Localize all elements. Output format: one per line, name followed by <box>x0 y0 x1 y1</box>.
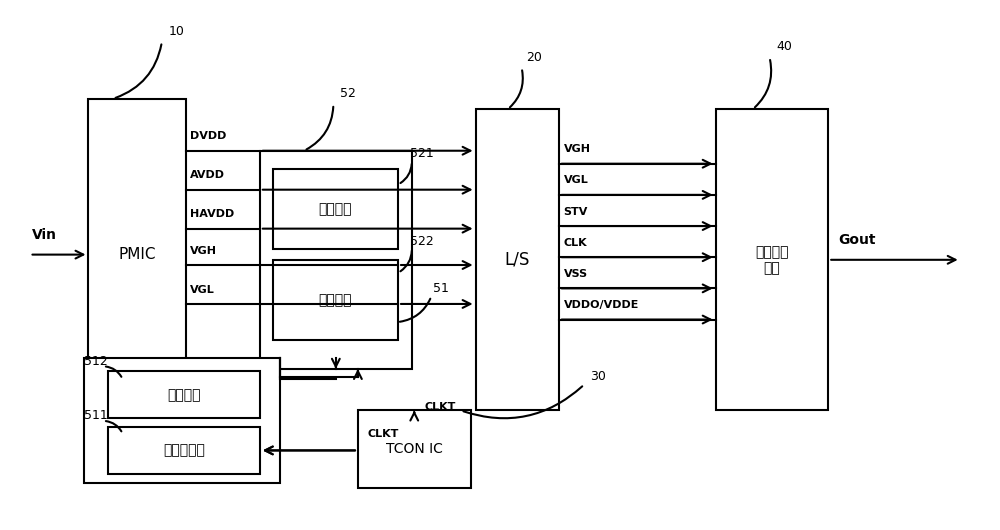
Text: PMIC: PMIC <box>119 247 156 262</box>
Text: 第二开关: 第二开关 <box>319 293 352 307</box>
Text: CLKT: CLKT <box>368 429 399 439</box>
Text: 522: 522 <box>410 235 433 248</box>
Text: AVDD: AVDD <box>190 170 225 180</box>
Bar <box>108 372 260 418</box>
Text: HAVDD: HAVDD <box>190 209 235 219</box>
Text: 40: 40 <box>776 40 792 54</box>
Text: VGH: VGH <box>564 144 591 154</box>
Text: 51: 51 <box>433 282 449 295</box>
Text: VGH: VGH <box>190 245 217 255</box>
Bar <box>476 109 559 410</box>
Text: 10: 10 <box>169 25 185 38</box>
Bar <box>108 427 260 474</box>
Text: DVDD: DVDD <box>190 131 227 142</box>
Bar <box>273 169 398 250</box>
Text: Vin: Vin <box>32 228 57 242</box>
Text: 512: 512 <box>84 355 108 368</box>
Text: 20: 20 <box>526 51 542 64</box>
Text: Gout: Gout <box>838 233 876 247</box>
Text: 511: 511 <box>84 409 108 422</box>
Text: 第一开关: 第一开关 <box>319 202 352 216</box>
Text: CLKT: CLKT <box>424 402 455 412</box>
Bar <box>260 151 412 369</box>
Text: TCON IC: TCON IC <box>386 443 443 456</box>
Text: 30: 30 <box>590 370 606 383</box>
Text: VGL: VGL <box>564 175 588 186</box>
Bar <box>88 99 186 410</box>
Text: 处理器件: 处理器件 <box>167 388 201 402</box>
Text: VSS: VSS <box>564 269 588 279</box>
Text: 521: 521 <box>410 147 433 160</box>
Text: VGL: VGL <box>190 285 215 295</box>
Text: 栊极驱动
电路: 栊极驱动 电路 <box>755 245 789 275</box>
Text: VDDO/VDDE: VDDO/VDDE <box>564 300 639 310</box>
Text: CLK: CLK <box>564 238 587 248</box>
Bar <box>716 109 828 410</box>
Bar <box>84 358 280 483</box>
Text: L/S: L/S <box>504 251 530 269</box>
Text: STV: STV <box>564 207 588 217</box>
Bar <box>358 410 471 488</box>
Bar <box>273 260 398 340</box>
Text: 模数转换器: 模数转换器 <box>163 444 205 457</box>
Text: 52: 52 <box>340 87 356 100</box>
